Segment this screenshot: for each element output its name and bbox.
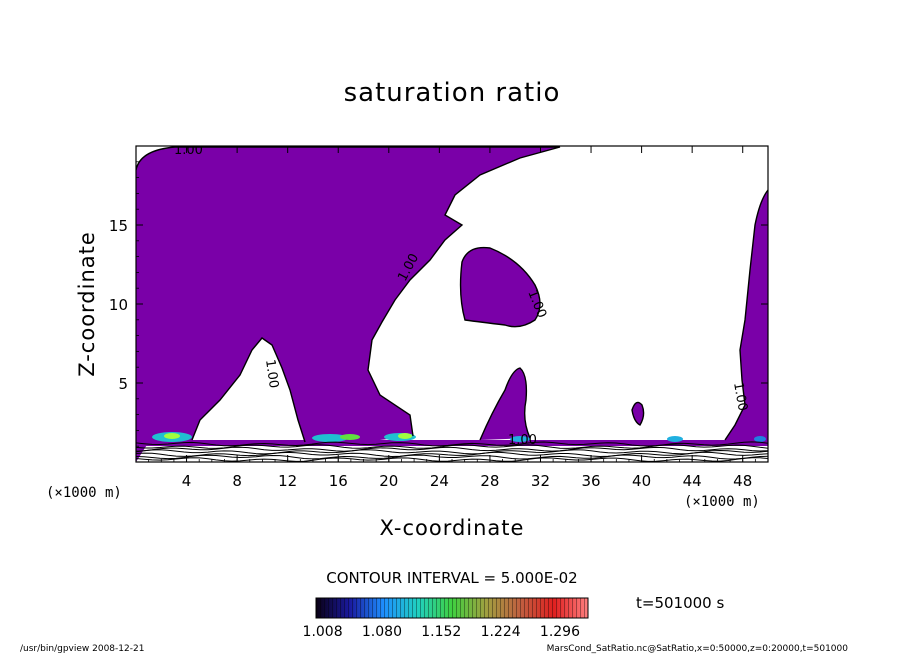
- x-tick-label: 48: [733, 472, 752, 490]
- surface-contour: [136, 457, 768, 462]
- surface-contour: [136, 449, 768, 455]
- colorbar-tick-label: 1.224: [481, 624, 521, 640]
- x-tick-label: 28: [480, 472, 499, 490]
- left-purple-region: [136, 147, 560, 462]
- x-unit-right: (×1000 m): [684, 494, 760, 510]
- colorbar-tick-label: 1.152: [421, 624, 461, 640]
- colorbar-tick-label: 1.008: [303, 624, 343, 640]
- center-lower-region: [480, 368, 530, 440]
- y-tick-label: 10: [109, 296, 128, 314]
- bottom-strip: [136, 440, 768, 446]
- y-axis: 5 10 15: [109, 145, 768, 463]
- y-tick-label: 5: [118, 375, 128, 393]
- contour-label: 1.00: [730, 381, 750, 412]
- x-tick-label: 40: [632, 472, 651, 490]
- surface-contour: [136, 454, 768, 460]
- supersaturated-regions: [136, 147, 768, 462]
- x-tick-label: 20: [379, 472, 398, 490]
- x-unit-left: (×1000 m): [46, 485, 122, 501]
- footer-right: MarsCond_SatRatio.nc@SatRatio,x=0:50000,…: [547, 644, 849, 654]
- surface-contour-lines: [136, 441, 768, 462]
- y-axis-label: Z-coordinate: [75, 231, 99, 377]
- time-label: t=501000 s: [636, 594, 724, 612]
- x-tick-label: 16: [329, 472, 348, 490]
- x-tick-label: 32: [531, 472, 550, 490]
- surface-contour: [136, 444, 768, 449]
- right-purple-region: [725, 190, 768, 440]
- x-tick-label: 24: [430, 472, 449, 490]
- colorbar: 1.008 1.080 1.152 1.224 1.296: [303, 597, 589, 640]
- colorbar-tick-label: 1.296: [540, 624, 580, 640]
- footer-left: /usr/bin/gpview 2008-12-21: [20, 644, 144, 654]
- x-tick-label: 44: [683, 472, 702, 490]
- x-tick-label: 12: [278, 472, 297, 490]
- chart-title: saturation ratio: [344, 78, 561, 108]
- surface-contour: [136, 451, 768, 458]
- x-axis: 4 8 12 16 20 24 28 32 36 40 44 48: [135, 146, 769, 490]
- x-axis-label: X-coordinate: [380, 516, 525, 540]
- colorbar-tick-label: 1.080: [362, 624, 402, 640]
- contour-label: 1.00: [508, 433, 537, 448]
- contour-interval: CONTOUR INTERVAL = 5.000E-02: [326, 569, 577, 587]
- x-tick-label: 8: [232, 472, 242, 490]
- y-tick-label: 15: [109, 217, 128, 235]
- contour-label: 1.00: [262, 358, 281, 389]
- high-value-spots: [152, 432, 766, 442]
- x-tick-label: 4: [182, 472, 192, 490]
- x-tick-label: 36: [581, 472, 600, 490]
- contour-label: 1.00: [174, 143, 203, 158]
- unity-contour-lines: [136, 146, 768, 443]
- surface-contour: [136, 446, 768, 452]
- contour-field: 1.00 1.00 1.00 1.00 1.00 1.00: [136, 143, 768, 462]
